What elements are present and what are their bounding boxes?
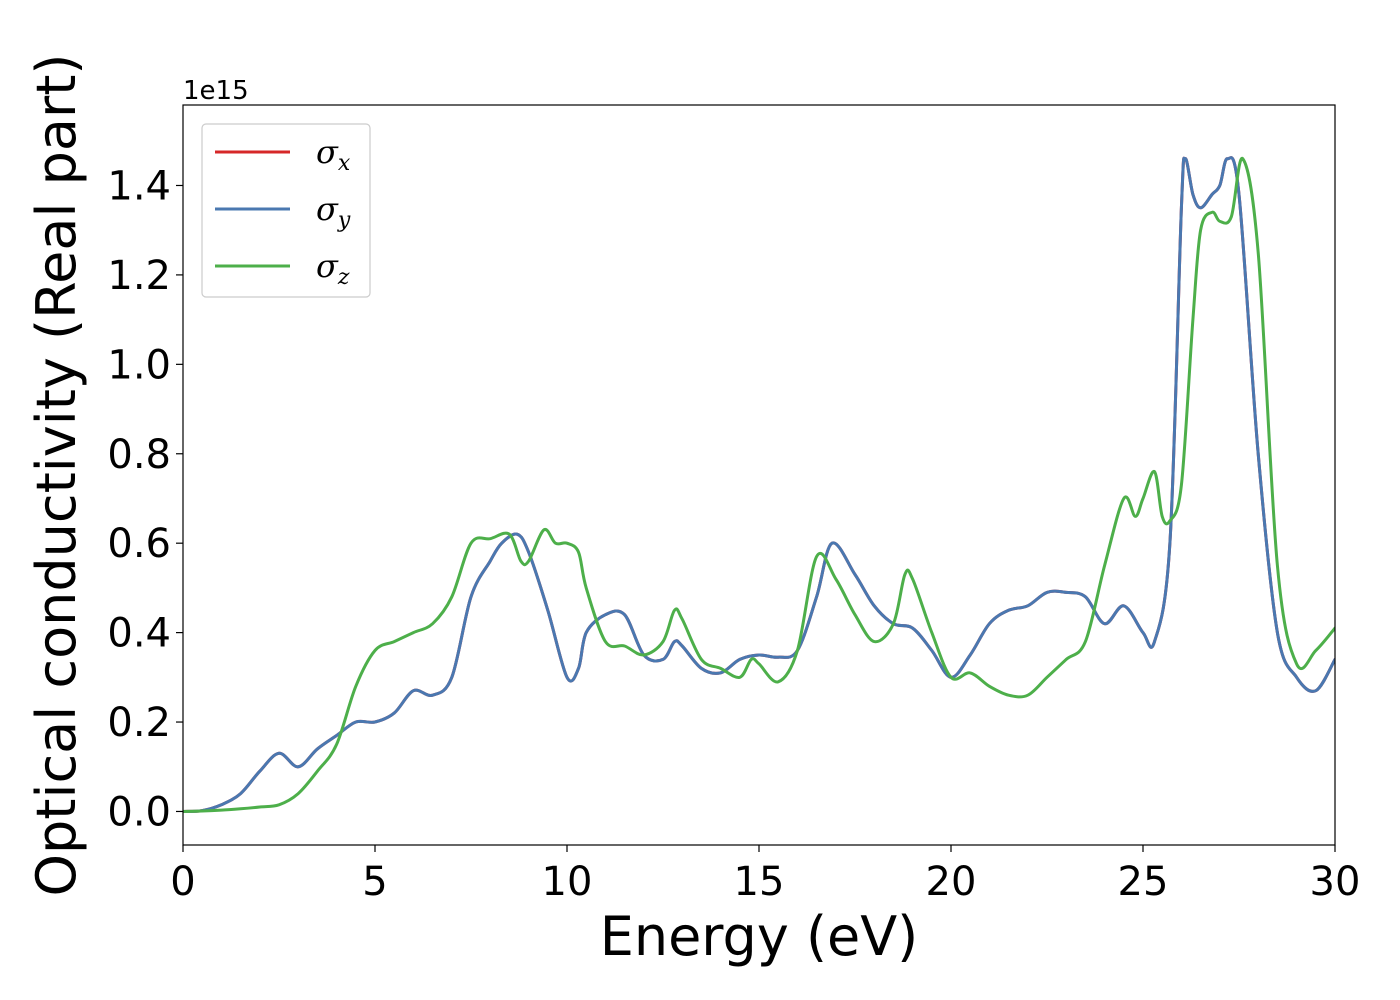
y-tick-label: 0.8 xyxy=(107,432,171,478)
y-axis-label: Optical conductivity (Real part) xyxy=(25,54,88,897)
y-tick-label: 0.6 xyxy=(107,521,171,567)
y-tick-label: 1.2 xyxy=(107,253,171,299)
x-tick-label: 25 xyxy=(1118,859,1169,905)
x-tick-label: 10 xyxy=(542,859,593,905)
legend: σx σy σz xyxy=(201,123,371,298)
series-line-y xyxy=(183,156,1335,813)
x-tick-label: 30 xyxy=(1310,859,1361,905)
x-tick-label: 0 xyxy=(170,859,195,905)
y-tick-label: 1.4 xyxy=(107,163,171,209)
legend-label-y: σy xyxy=(316,190,351,233)
x-tick-label: 20 xyxy=(926,859,977,905)
x-tick-label: 15 xyxy=(734,859,785,905)
x-axis-label: Energy (eV) xyxy=(600,905,919,968)
y-tick-label: 0.4 xyxy=(107,611,171,657)
y-tick-label: 0.0 xyxy=(107,789,171,835)
x-tick-label: 5 xyxy=(362,859,387,905)
series-line-z xyxy=(183,157,1335,813)
legend-label-x: σx xyxy=(316,133,351,176)
y-tick-label: 1.0 xyxy=(107,342,171,388)
y-tick-label: 0.2 xyxy=(107,700,171,746)
legend-label-z: σz xyxy=(316,247,350,290)
y-offset-label: 1e15 xyxy=(183,76,249,106)
